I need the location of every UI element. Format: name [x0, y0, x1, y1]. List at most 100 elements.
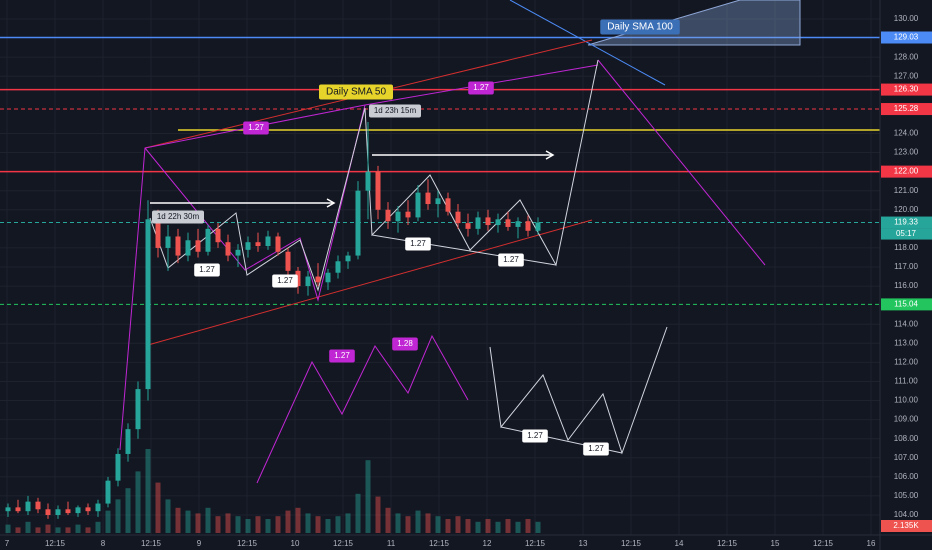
candle-body	[365, 171, 371, 191]
annotation: 1d 23h 15m	[374, 106, 417, 115]
volume-bar	[135, 471, 141, 533]
x-tick-label: 11	[387, 539, 396, 548]
candle-body	[445, 198, 451, 212]
candle-body	[5, 507, 11, 512]
volume-bar	[325, 519, 331, 533]
annotation-bg	[369, 104, 421, 118]
y-tick-label: 107.00	[894, 453, 919, 462]
x-tick-label: 12:15	[237, 539, 258, 548]
volume-bar	[465, 519, 471, 533]
candle-body	[65, 509, 71, 514]
y-tick-label: 114.00	[894, 319, 918, 328]
annotation-bg	[583, 442, 609, 456]
candle-body	[495, 219, 501, 226]
candle-body	[355, 190, 361, 256]
volume-bar	[5, 524, 11, 533]
candle-body	[35, 501, 41, 510]
annotation: 1.27	[473, 83, 489, 92]
candle-body	[25, 501, 31, 512]
volume-bar	[205, 507, 211, 533]
candle-body	[455, 211, 461, 224]
volume-bar	[485, 519, 491, 533]
annotation: 1d 22h 30m	[157, 212, 200, 221]
annotation: 1.27	[527, 431, 543, 440]
x-tick-label: 12:15	[525, 539, 546, 548]
price-label-bg	[881, 216, 932, 229]
annotation: 1.27	[410, 239, 426, 248]
projection	[256, 334, 469, 484]
candle-body	[425, 192, 431, 205]
candle-body	[525, 221, 531, 231]
annotation: 1.28	[397, 339, 413, 348]
x-tick-label: 12:15	[429, 539, 450, 548]
annotation: 1.27	[277, 276, 293, 285]
candle-body	[235, 249, 241, 256]
volume-bar	[375, 496, 381, 533]
candle-body	[475, 217, 481, 229]
candle-body	[245, 242, 251, 250]
volume-bar	[55, 527, 61, 533]
annotation-bg	[243, 121, 269, 135]
candle-body	[325, 272, 331, 283]
candle-body	[415, 192, 421, 218]
volume-bar	[265, 519, 271, 533]
y-tick-label: 112.00	[894, 357, 918, 366]
candle-body	[145, 219, 151, 390]
price-label-bg	[881, 103, 932, 116]
y-tick-label: 106.00	[894, 472, 919, 481]
price-label-bg	[881, 298, 932, 311]
volume-bar	[115, 499, 121, 533]
zigzag	[149, 59, 599, 292]
price-label: 126.30	[894, 85, 919, 94]
volume-bar	[435, 516, 441, 533]
candle-body	[375, 171, 381, 210]
axis-labels: 130.00 128.00 127.00 124.00 123.00 121.00 120.…	[5, 14, 932, 548]
volume-bar	[345, 513, 351, 533]
x-tick-label: 12:15	[717, 539, 738, 548]
x-tick-label: 12:15	[141, 539, 162, 548]
volume-bar	[165, 499, 171, 533]
candle-body	[465, 223, 471, 229]
candle-body	[385, 209, 391, 222]
volume-bar	[175, 507, 181, 533]
price-axis	[880, 0, 932, 550]
annotation-bg	[194, 263, 220, 277]
volume-bar	[395, 513, 401, 533]
y-tick-label: 116.00	[894, 281, 918, 290]
y-tick-label: 111.00	[894, 377, 918, 386]
volume-bar	[75, 524, 81, 533]
volume-bars	[5, 449, 541, 533]
annotation-bg	[319, 84, 393, 100]
volume-bar	[305, 513, 311, 533]
volume-bar	[355, 493, 361, 533]
candle-body	[135, 389, 141, 430]
x-tick-label: 12:15	[45, 539, 66, 548]
annotation-bg	[272, 274, 298, 288]
volume-bar	[425, 513, 431, 533]
volume-bar	[235, 516, 241, 533]
volume-bar	[535, 521, 541, 533]
x-tick-label: 12:15	[813, 539, 834, 548]
candle-body	[75, 507, 81, 514]
annotation: Daily SMA 100	[607, 22, 673, 33]
price-label: 119.33	[894, 218, 918, 227]
y-tick-label: 124.00	[894, 129, 919, 138]
countdown-bg	[881, 228, 932, 240]
candle-body	[205, 228, 211, 252]
annotation-bg	[405, 237, 431, 251]
price-lines	[0, 36, 880, 305]
y-tick-label: 127.00	[894, 71, 919, 80]
candle-body	[225, 242, 231, 256]
annotation: 1.27	[334, 351, 350, 360]
volume-bar	[245, 519, 251, 533]
y-tick-label: 130.00	[894, 14, 919, 23]
volume-bar	[515, 521, 521, 533]
candle-body	[115, 453, 121, 481]
volume-bar	[25, 521, 31, 533]
candle-body	[335, 261, 341, 273]
volume-bar	[335, 516, 341, 533]
candle-body	[515, 221, 521, 227]
candle-body	[45, 509, 51, 515]
volume-bar	[415, 510, 421, 533]
pattern-line	[144, 104, 366, 302]
